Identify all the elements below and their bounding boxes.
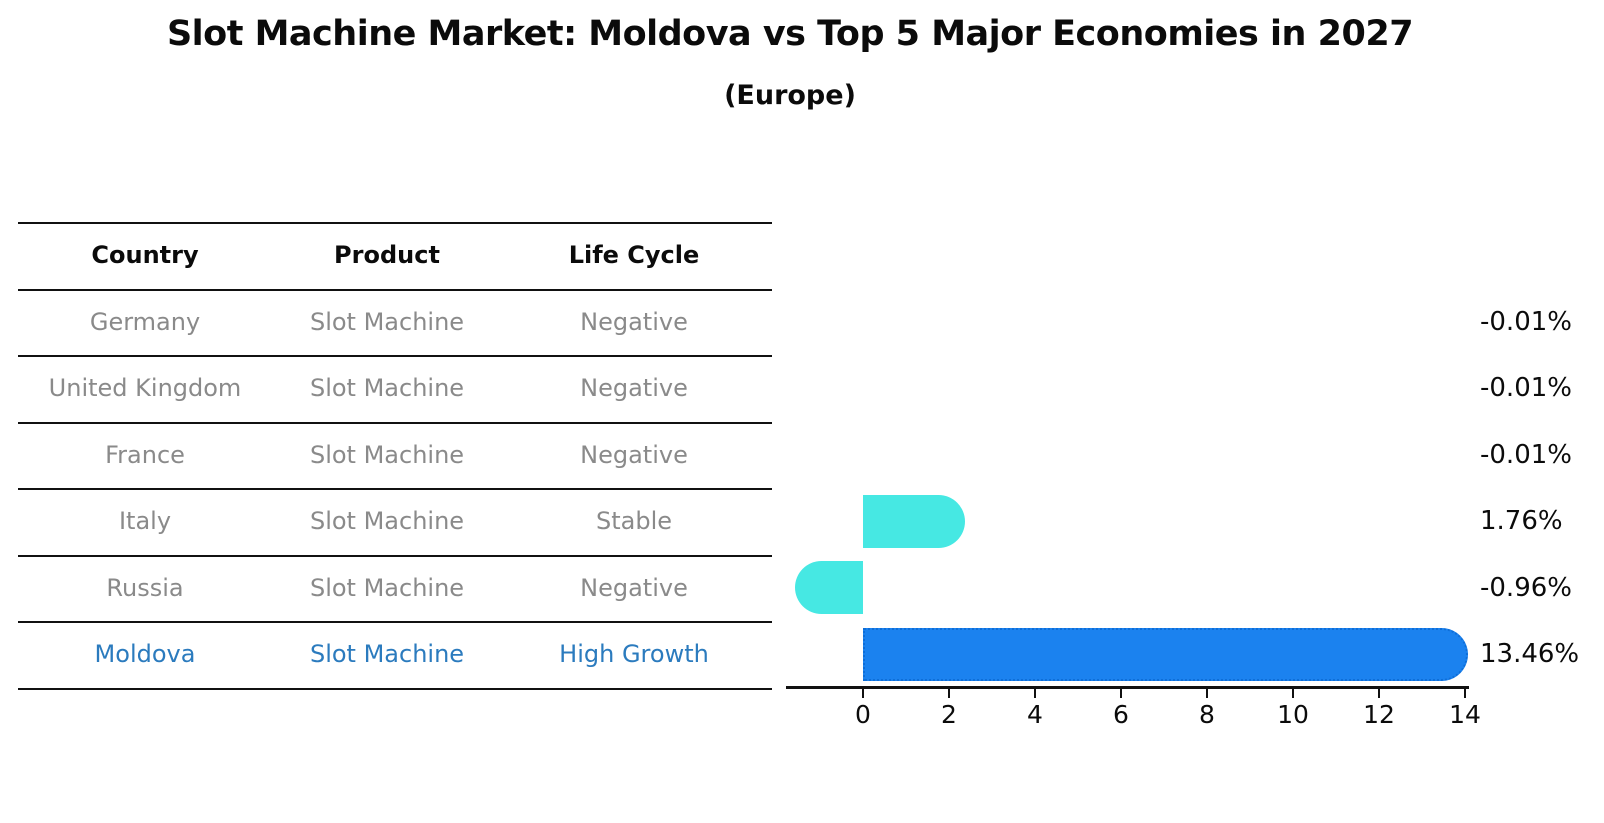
- table-header-row: Country Product Life Cycle: [0, 222, 772, 288]
- bar-value-label: -0.01%: [1480, 439, 1572, 470]
- table-header-divider: [18, 289, 772, 291]
- x-tick-label: 2: [941, 700, 957, 729]
- table-row-divider: [18, 621, 772, 623]
- bar-value-label: -0.01%: [1480, 307, 1572, 337]
- x-tick-label: 6: [1113, 700, 1129, 729]
- table-row-divider: [18, 488, 772, 490]
- table-row: Germany Slot Machine Negative: [0, 289, 772, 355]
- bar-value-label: -0.96%: [1480, 572, 1572, 603]
- cell-life-cycle: High Growth: [559, 640, 709, 668]
- table-row-moldova-highlighted: Moldova Slot Machine High Growth: [0, 621, 772, 687]
- bar-value-label: -0.01%: [1480, 373, 1572, 404]
- x-tick-mark: [1034, 688, 1036, 698]
- cell-country: Italy: [118, 507, 172, 535]
- cell-life-cycle: Stable: [595, 507, 673, 535]
- cell-country: Russia: [106, 574, 184, 602]
- table-border-top: [18, 222, 772, 224]
- bar-moldova: [863, 627, 1469, 681]
- table-row: France Slot Machine Negative: [0, 422, 772, 488]
- x-tick-mark: [1120, 688, 1122, 698]
- cell-product: Slot Machine: [309, 507, 465, 535]
- cell-country: United Kingdom: [48, 374, 242, 402]
- bar-russia: [795, 561, 863, 615]
- x-tick-mark: [948, 688, 950, 698]
- x-tick-mark: [1206, 688, 1208, 698]
- table-row: Italy Slot Machine Stable: [0, 488, 772, 554]
- cell-life-cycle: Negative: [580, 441, 688, 469]
- table-row: United Kingdom Slot Machine Negative: [0, 355, 772, 421]
- cell-country: Moldova: [94, 640, 196, 668]
- cell-product: Slot Machine: [309, 640, 465, 668]
- table-row-divider: [18, 422, 772, 424]
- column-header-product: Product: [334, 241, 440, 269]
- chart-subtitle: (Europe): [724, 80, 856, 111]
- x-tick-label: 0: [855, 700, 871, 729]
- cell-product: Slot Machine: [309, 574, 465, 602]
- cell-life-cycle: Negative: [580, 374, 688, 402]
- column-header-life-cycle: Life Cycle: [568, 241, 700, 269]
- x-axis-line: [785, 685, 1470, 689]
- cell-product: Slot Machine: [309, 308, 465, 336]
- bar-value-label: 1.76%: [1480, 506, 1563, 537]
- chart-title: Slot Machine Market: Moldova vs Top 5 Ma…: [166, 14, 1414, 54]
- x-tick-mark: [862, 688, 864, 698]
- cell-product: Slot Machine: [309, 441, 465, 469]
- table-row: Russia Slot Machine Negative: [0, 555, 772, 621]
- x-tick-mark: [1292, 688, 1294, 698]
- cell-life-cycle: Negative: [580, 308, 688, 336]
- x-tick-label: 4: [1027, 700, 1043, 729]
- column-header-country: Country: [91, 241, 199, 269]
- table-border-bottom: [18, 688, 772, 690]
- cell-country: France: [105, 441, 185, 469]
- cell-product: Slot Machine: [309, 374, 465, 402]
- x-tick-label: 14: [1449, 700, 1481, 729]
- cell-country: Germany: [89, 308, 201, 336]
- bar-value-label: 13.46%: [1480, 639, 1580, 669]
- table-row-divider: [18, 555, 772, 557]
- cell-life-cycle: Negative: [580, 574, 688, 602]
- x-tick-label: 8: [1199, 700, 1215, 729]
- table-row-divider: [18, 355, 772, 357]
- x-tick-mark: [1378, 688, 1380, 698]
- x-tick-label: 12: [1363, 700, 1395, 729]
- bar-italy: [863, 494, 966, 548]
- x-tick-mark: [1464, 688, 1466, 698]
- x-tick-label: 10: [1277, 700, 1309, 729]
